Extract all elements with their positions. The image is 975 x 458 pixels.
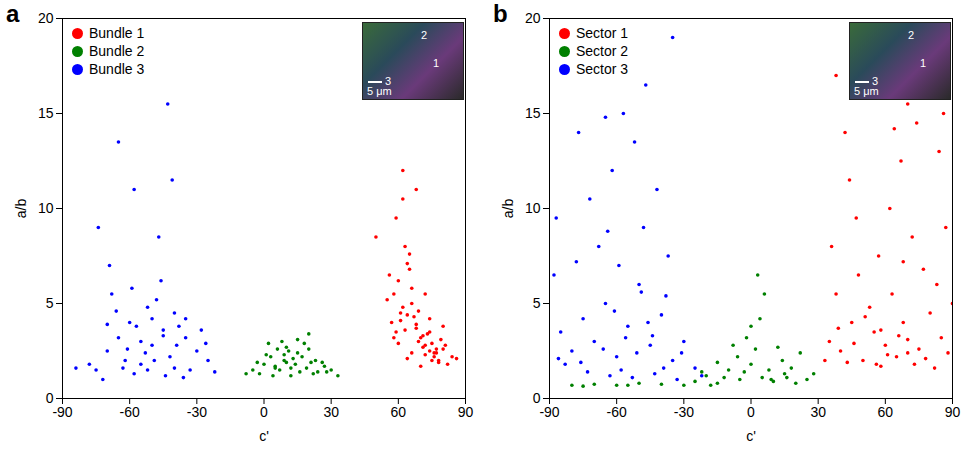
svg-text:30: 30	[323, 404, 339, 420]
html-text:2: 2	[421, 29, 428, 41]
svg-text:20: 20	[38, 10, 54, 26]
html-text:1: 1	[920, 57, 927, 69]
html-text:Bundle 1: Bundle 1	[89, 25, 145, 41]
svg-text:-90: -90	[52, 404, 72, 420]
svg-text:15: 15	[38, 105, 54, 121]
html-text:5 μm: 5 μm	[854, 85, 879, 97]
svg-text:a/b: a/b	[500, 199, 516, 219]
svg-text:a/b: a/b	[13, 199, 29, 219]
svg-text:5: 5	[46, 295, 54, 311]
svg-text:0: 0	[747, 404, 755, 420]
html-text:5 μm: 5 μm	[367, 85, 392, 97]
svg-text:90: 90	[945, 404, 961, 420]
svg-text:c': c'	[259, 428, 269, 444]
html-text:3: 3	[385, 75, 392, 87]
svg-text:c': c'	[746, 428, 756, 444]
html-text:Sector 2: Sector 2	[576, 43, 629, 59]
svg-text:60: 60	[391, 404, 407, 420]
svg-text:-60: -60	[120, 404, 140, 420]
svg-text:10: 10	[38, 200, 54, 216]
svg-text:60: 60	[878, 404, 894, 420]
svg-text:20: 20	[525, 10, 541, 26]
html-text:Bundle 3: Bundle 3	[89, 61, 145, 77]
svg-text:15: 15	[525, 105, 541, 121]
svg-text:-90: -90	[539, 404, 559, 420]
svg-text:0: 0	[532, 390, 541, 406]
svg-text:5: 5	[533, 295, 541, 311]
svg-text:0: 0	[45, 390, 54, 406]
html-text:1: 1	[433, 57, 440, 69]
svg-text:30: 30	[810, 404, 826, 420]
html-text:3: 3	[872, 75, 879, 87]
html-text:Sector 3: Sector 3	[576, 61, 629, 77]
html-text:Sector 1: Sector 1	[576, 25, 629, 41]
svg-text:10: 10	[525, 200, 541, 216]
html-text:a: a	[6, 0, 20, 27]
html-text:2: 2	[908, 29, 915, 41]
html-text:Bundle 2: Bundle 2	[89, 43, 145, 59]
svg-text:-30: -30	[674, 404, 694, 420]
html-text:b: b	[493, 0, 508, 27]
svg-text:-60: -60	[607, 404, 627, 420]
svg-text:-30: -30	[187, 404, 207, 420]
svg-text:0: 0	[260, 404, 268, 420]
svg-text:90: 90	[458, 404, 474, 420]
